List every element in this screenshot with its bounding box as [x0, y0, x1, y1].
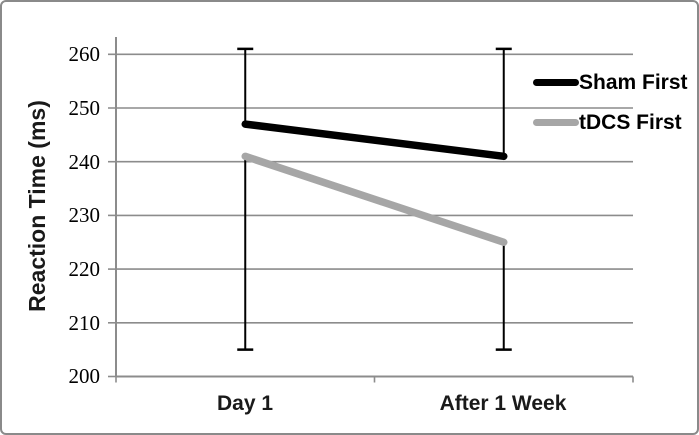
legend-marker-sham-first-icon	[533, 79, 579, 86]
legend-item-tdcs-first: tDCS First	[533, 108, 688, 137]
legend-label-tdcs-first: tDCS First	[579, 110, 682, 134]
legend-item-sham-first: Sham First	[533, 68, 688, 97]
x-category-label-day1: Day 1	[216, 392, 274, 415]
series-line-sham-first	[241, 120, 508, 161]
y-tick-label: 240	[68, 150, 101, 174]
x-category-label-after-1-week: After 1 Week	[439, 392, 567, 415]
y-tick-label: 230	[68, 203, 101, 227]
series-line-tdcs-first	[241, 152, 508, 246]
legend: Sham First tDCS First	[533, 68, 688, 137]
y-tick-label: 260	[68, 42, 101, 66]
y-tick-label: 250	[68, 96, 101, 120]
y-tick-label: 220	[68, 257, 101, 281]
legend-label-sham-first: Sham First	[579, 70, 688, 94]
y-tick-label: 210	[68, 311, 101, 335]
y-tick-label: 200	[68, 364, 101, 388]
legend-marker-tdcs-first-icon	[533, 119, 579, 126]
